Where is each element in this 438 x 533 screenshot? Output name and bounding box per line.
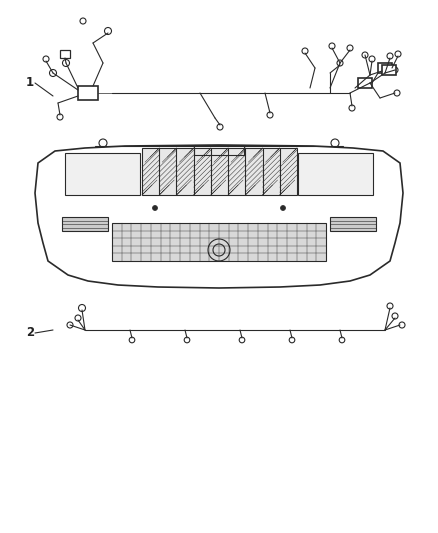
Circle shape: [239, 337, 245, 343]
Circle shape: [362, 52, 368, 58]
Circle shape: [217, 124, 223, 130]
Circle shape: [387, 53, 393, 59]
Circle shape: [392, 313, 398, 319]
Circle shape: [289, 337, 295, 343]
Circle shape: [395, 51, 401, 57]
Circle shape: [184, 337, 190, 343]
Circle shape: [129, 337, 135, 343]
Text: 1: 1: [26, 77, 34, 90]
Bar: [298, 153, 373, 195]
Circle shape: [67, 322, 73, 328]
Polygon shape: [35, 145, 403, 288]
Circle shape: [75, 315, 81, 321]
Circle shape: [347, 45, 353, 51]
Bar: [142, 148, 297, 195]
Circle shape: [302, 48, 308, 54]
Bar: [65, 153, 140, 195]
Bar: [382, 65, 396, 75]
Bar: [60, 50, 70, 58]
Circle shape: [339, 337, 345, 343]
Text: 2: 2: [26, 327, 34, 340]
Bar: [330, 217, 376, 231]
Circle shape: [280, 206, 286, 211]
Circle shape: [392, 67, 398, 73]
Circle shape: [49, 69, 57, 77]
Circle shape: [267, 112, 273, 118]
Circle shape: [99, 139, 107, 147]
Bar: [378, 63, 392, 73]
Circle shape: [369, 56, 375, 62]
Circle shape: [63, 60, 70, 67]
Circle shape: [43, 56, 49, 62]
Bar: [358, 78, 372, 88]
Circle shape: [78, 304, 85, 311]
Circle shape: [399, 322, 405, 328]
Bar: [112, 223, 326, 261]
Circle shape: [394, 90, 400, 96]
Circle shape: [337, 60, 343, 66]
Circle shape: [329, 43, 335, 49]
Circle shape: [152, 206, 158, 211]
Circle shape: [105, 28, 112, 35]
Bar: [78, 86, 98, 100]
Circle shape: [331, 139, 339, 147]
Circle shape: [349, 105, 355, 111]
Circle shape: [57, 114, 63, 120]
Bar: [62, 217, 108, 231]
Circle shape: [80, 18, 86, 24]
Circle shape: [387, 303, 393, 309]
